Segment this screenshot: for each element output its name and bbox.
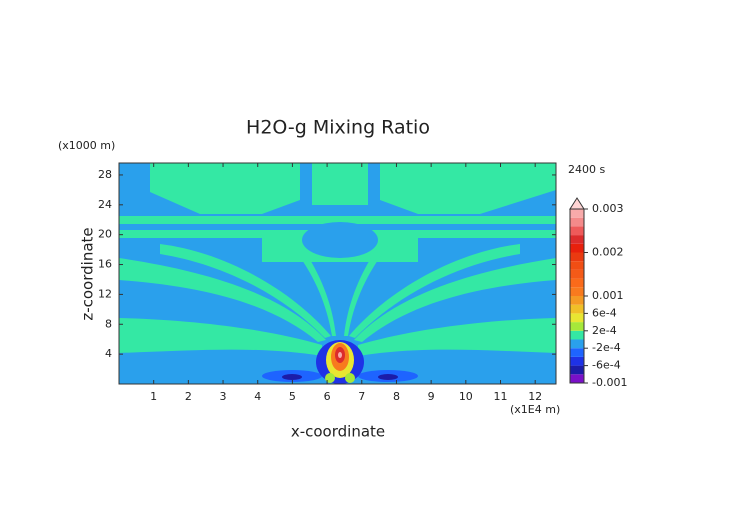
contour-region (338, 352, 342, 358)
y-tick-label: 16 (98, 258, 112, 271)
contour-region (160, 244, 331, 338)
contour-region (312, 163, 368, 205)
colorbar-bin (570, 243, 584, 253)
contour-region (345, 373, 355, 383)
colorbar-tick-label: -0.001 (592, 376, 627, 389)
colorbar-bin (570, 261, 584, 270)
colorbar-bin (570, 226, 584, 236)
y-axis-label: z-coordinate (79, 227, 97, 320)
x-tick-label: 6 (324, 390, 331, 403)
contour-region (325, 373, 335, 383)
time-label: 2400 s (568, 163, 605, 176)
colorbar-bin (570, 287, 584, 296)
colorbar-bin (570, 235, 584, 244)
x-tick-label: 4 (254, 390, 261, 403)
y-unit: (x1000 m) (58, 139, 115, 152)
colorbar-bin (570, 348, 584, 357)
colorbar-bin (570, 269, 584, 279)
colorbar-tick-label: 0.001 (592, 289, 624, 302)
colorbar-bin (570, 304, 584, 314)
y-tick-label: 28 (98, 168, 112, 181)
colorbar-bin (570, 330, 584, 340)
colorbar-bin (570, 252, 584, 262)
colorbar-bin (570, 209, 584, 218)
colorbar-tick-label: -6e-4 (592, 359, 621, 372)
contour-field (119, 163, 556, 384)
contour-region (119, 216, 556, 224)
x-tick-label: 7 (358, 390, 365, 403)
colorbar-tick-label: 6e-4 (592, 306, 617, 319)
x-tick-label: 5 (289, 390, 296, 403)
colorbar-bin (570, 339, 584, 349)
colorbar-bin (570, 322, 584, 331)
colorbar-bin (570, 296, 584, 305)
x-tick-label: 3 (220, 390, 227, 403)
x-tick-label: 2 (185, 390, 192, 403)
x-tick-label: 8 (393, 390, 400, 403)
y-tick-label: 4 (105, 347, 112, 360)
contour-region (302, 222, 378, 258)
y-tick-label: 20 (98, 228, 112, 241)
contour-region (380, 163, 556, 214)
x-unit: (x1E4 m) (510, 403, 560, 416)
contour-region (119, 318, 322, 356)
colorbar-bin (570, 365, 584, 375)
contour-region (358, 318, 556, 356)
contour-region (378, 374, 398, 380)
x-tick-label: 11 (494, 390, 508, 403)
colorbar-tick-label: -2e-4 (592, 341, 621, 354)
chart-title: H2O-g Mixing Ratio (246, 117, 430, 139)
contour-region (282, 374, 302, 380)
y-tick-label: 12 (98, 287, 112, 300)
colorbar-bin (570, 356, 584, 366)
contour-region (349, 244, 520, 338)
x-tick-label: 10 (459, 390, 473, 403)
colorbar-over (569, 197, 585, 210)
x-tick-label: 9 (428, 390, 435, 403)
x-axis-label: x-coordinate (291, 423, 385, 441)
contour-region (119, 258, 326, 342)
contour-region (150, 163, 300, 214)
y-tick-label: 8 (105, 317, 112, 330)
colorbar-bin (570, 217, 584, 227)
contour-region (344, 244, 388, 336)
colorbar-tick-label: 0.002 (592, 246, 624, 259)
colorbar-tick-label: 2e-4 (592, 324, 617, 337)
contour-region (292, 244, 336, 336)
x-tick-label: 12 (528, 390, 542, 403)
y-tick-label: 24 (98, 198, 112, 211)
colorbar-bin (570, 313, 584, 323)
contour-region (354, 258, 556, 342)
colorbar-bin (570, 278, 584, 288)
plot-frame (118, 162, 557, 385)
colorbar-bin (570, 374, 584, 383)
colorbar-tick-label: 0.003 (592, 202, 624, 215)
x-tick-label: 1 (150, 390, 157, 403)
